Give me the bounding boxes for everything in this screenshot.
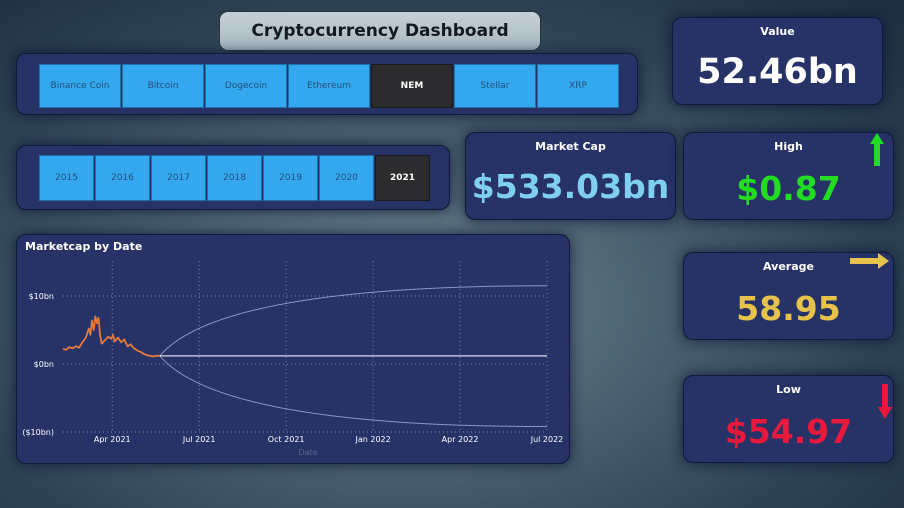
year-option-label: 2016	[111, 173, 134, 183]
kpi-value: 58.95	[736, 289, 841, 328]
year-slicer: 2015 2016 2017 2018 2019 2020 2021	[16, 145, 450, 210]
series-line-marketcap	[62, 315, 160, 358]
kpi-label: High	[774, 140, 803, 153]
kpi-card-low: Low $54.97	[683, 375, 894, 463]
kpi-value: $533.03bn	[471, 167, 670, 206]
y-tick-label: $10bn	[29, 292, 54, 301]
kpi-card-average: Average 58.95	[683, 252, 894, 340]
coin-option-xrp[interactable]: XRP	[537, 64, 619, 108]
year-option-2019[interactable]: 2019	[263, 155, 318, 201]
marketcap-chart: Marketcap by Date $10bn $0bn ($10bn) Apr 20…	[16, 234, 570, 464]
coin-option-binance-coin[interactable]: Binance Coin	[39, 64, 121, 108]
year-option-2017[interactable]: 2017	[151, 155, 206, 201]
x-tick-label: Apr 2021	[94, 435, 131, 444]
y-tick-label: $0bn	[34, 360, 54, 369]
coin-option-label: NEM	[400, 81, 424, 91]
forecast-upper-bound	[159, 285, 548, 357]
year-option-label: 2020	[335, 173, 358, 183]
year-option-2018[interactable]: 2018	[207, 155, 262, 201]
coin-option-label: XRP	[569, 81, 587, 91]
kpi-value: 52.46bn	[697, 52, 858, 92]
coin-option-label: Binance Coin	[50, 81, 110, 91]
x-axis-label: Date	[298, 448, 317, 457]
coin-option-label: Dogecoin	[224, 81, 268, 91]
coin-option-label: Ethereum	[307, 81, 351, 91]
up-arrow-icon	[870, 133, 884, 166]
kpi-label: Average	[763, 260, 814, 273]
x-tick-label: Apr 2022	[442, 435, 479, 444]
kpi-label: Market Cap	[535, 140, 606, 153]
kpi-card-market-cap: Market Cap $533.03bn	[465, 132, 676, 220]
coin-slicer: Binance Coin Bitcoin Dogecoin Ethereum N…	[16, 53, 638, 115]
dashboard-title: Cryptocurrency Dashboard	[219, 11, 541, 51]
coin-option-nem[interactable]: NEM	[371, 64, 453, 108]
kpi-label: Low	[776, 383, 801, 396]
coin-option-label: Bitcoin	[147, 81, 179, 91]
right-arrow-icon	[850, 253, 889, 269]
down-arrow-icon	[878, 384, 892, 419]
forecast-lower-bound	[159, 355, 548, 428]
year-option-label: 2015	[55, 173, 78, 183]
x-tick-label: Jan 2022	[354, 435, 390, 444]
coin-option-dogecoin[interactable]: Dogecoin	[205, 64, 287, 108]
x-tick-label: Oct 2021	[268, 435, 305, 444]
y-tick-label: ($10bn)	[22, 428, 54, 437]
year-option-label: 2021	[389, 173, 416, 183]
coin-option-ethereum[interactable]: Ethereum	[288, 64, 370, 108]
year-option-2016[interactable]: 2016	[95, 155, 150, 201]
x-tick-label: Jul 2022	[530, 435, 564, 444]
year-option-2020[interactable]: 2020	[319, 155, 374, 201]
kpi-card-value: Value 52.46bn	[672, 17, 883, 105]
coin-option-label: Stellar	[480, 81, 510, 91]
year-option-label: 2018	[223, 173, 246, 183]
kpi-value: $54.97	[724, 412, 853, 451]
chart-plot[interactable]: $10bn $0bn ($10bn) Apr 2021 Jul 2021 Oct 2021…	[17, 235, 569, 463]
dashboard-title-text: Cryptocurrency Dashboard	[251, 21, 509, 41]
year-option-label: 2017	[167, 173, 190, 183]
x-tick-label: Jul 2021	[182, 435, 216, 444]
year-option-label: 2019	[279, 173, 302, 183]
coin-option-bitcoin[interactable]: Bitcoin	[122, 64, 204, 108]
kpi-label: Value	[760, 25, 795, 38]
kpi-value: $0.87	[736, 169, 841, 208]
chart-title: Marketcap by Date	[25, 240, 143, 253]
year-option-2021[interactable]: 2021	[375, 155, 430, 201]
coin-option-stellar[interactable]: Stellar	[454, 64, 536, 108]
year-option-2015[interactable]: 2015	[39, 155, 94, 201]
kpi-card-high: High $0.87	[683, 132, 894, 220]
